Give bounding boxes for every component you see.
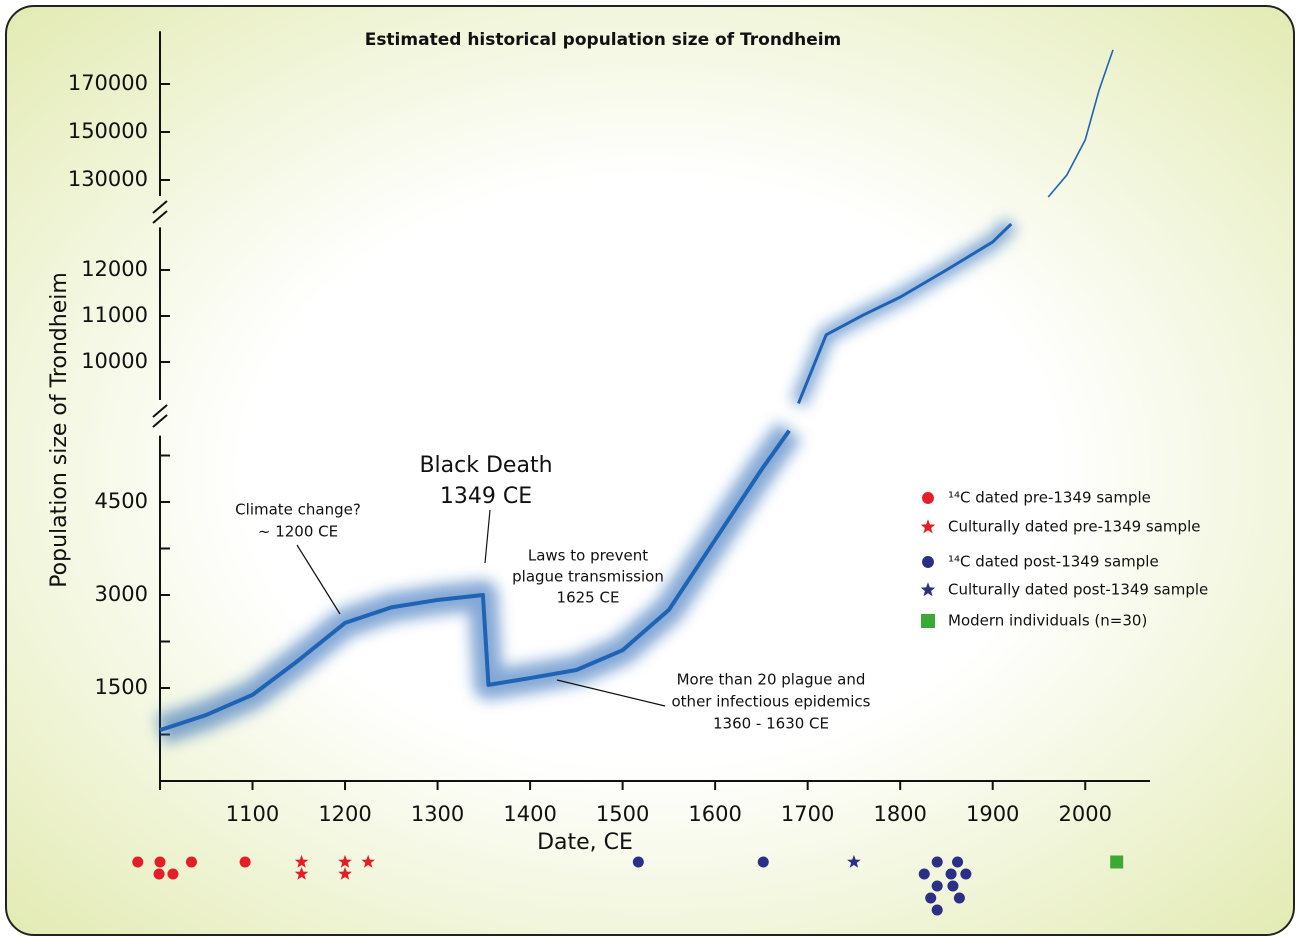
legend-marker: [922, 556, 934, 568]
y-tick-label: 150000: [68, 119, 148, 143]
y-tick-label: 11000: [81, 303, 148, 327]
sample-marker: [931, 856, 943, 868]
legend-marker: [921, 614, 935, 628]
annotation: 1349 CE: [440, 484, 532, 509]
y-tick-label: 130000: [68, 167, 148, 191]
sample-marker: [632, 856, 644, 868]
annotation: More than 20 plague and: [677, 671, 866, 689]
sample-marker: [960, 868, 972, 880]
legend-label: Modern individuals (n=30): [948, 612, 1147, 630]
x-tick-label: 1600: [688, 802, 741, 826]
y-tick-label: 3000: [95, 582, 148, 606]
x-tick-label: 1900: [966, 802, 1019, 826]
x-tick-label: 2000: [1059, 802, 1112, 826]
sample-marker: [361, 854, 375, 868]
annotation: Black Death: [419, 453, 552, 478]
sample-marker: [185, 856, 197, 868]
y-tick-label: 170000: [68, 71, 148, 95]
sample-marker: [294, 866, 309, 880]
annotation: other infectious epidemics: [672, 693, 871, 711]
x-tick-label: 1700: [781, 802, 834, 826]
line: [1047, 49, 1114, 198]
axis-break: [152, 200, 168, 214]
x-tick-label: 1200: [318, 802, 371, 826]
sample-marker: [953, 892, 965, 904]
sample-marker: [847, 854, 861, 868]
annotation: ~ 1200 CE: [258, 523, 338, 541]
legend-marker: [920, 519, 936, 534]
sample-marker: [931, 904, 943, 916]
legend-label: ¹⁴C dated pre-1349 sample: [948, 489, 1151, 507]
sample-marker: [945, 868, 957, 880]
y-axis-label: Population size of Trondheim: [47, 272, 72, 588]
sample-marker: [757, 856, 769, 868]
legend-label: Culturally dated pre-1349 sample: [948, 518, 1200, 536]
x-tick-label: 1300: [411, 802, 464, 826]
x-tick-label: 1100: [226, 802, 279, 826]
sample-marker: [153, 868, 165, 880]
axis-break: [152, 414, 168, 428]
y-tick-label: 4500: [95, 489, 148, 513]
annotation-pointer: [296, 544, 341, 615]
x-tick-label: 1500: [596, 802, 649, 826]
x-tick-label: 1400: [503, 802, 556, 826]
annotation: 1360 - 1630 CE: [713, 715, 829, 733]
axis-break: [152, 404, 168, 418]
line: [159, 429, 791, 733]
sample-marker: [132, 856, 144, 868]
background: [5, 5, 1295, 936]
chart-title: Estimated historical population size of …: [365, 30, 842, 50]
y-tick-label: 12000: [81, 257, 148, 281]
sample-marker: [952, 856, 964, 868]
annotation-pointer: [484, 509, 491, 564]
axis-break: [152, 210, 168, 224]
annotation: Climate change?: [235, 501, 361, 519]
legend-marker: [920, 582, 936, 597]
sample-marker: [239, 856, 251, 868]
annotation: plague transmission: [512, 568, 664, 586]
sample-marker: [947, 880, 959, 892]
x-axis-label: Date, CE: [537, 830, 633, 855]
annotation: 1625 CE: [557, 589, 620, 607]
sample-marker: [931, 880, 943, 892]
y-tick-label: 10000: [81, 349, 148, 373]
legend-label: ¹⁴C dated post-1349 sample: [948, 553, 1159, 571]
legend-marker: [922, 492, 934, 504]
sample-marker: [918, 868, 930, 880]
annotation: Laws to prevent: [528, 547, 648, 565]
x-tick-label: 1800: [873, 802, 926, 826]
sample-marker: [925, 892, 937, 904]
annotation-pointer: [556, 679, 666, 707]
line: [797, 222, 1013, 404]
sample-marker: [338, 854, 352, 868]
sample-marker: [1110, 855, 1124, 869]
y-tick-label: 1500: [95, 675, 148, 699]
sample-marker: [294, 854, 309, 868]
sample-marker: [154, 856, 166, 868]
legend-label: Culturally dated post-1349 sample: [948, 581, 1208, 599]
sample-marker: [338, 866, 352, 880]
sample-marker: [167, 868, 179, 880]
